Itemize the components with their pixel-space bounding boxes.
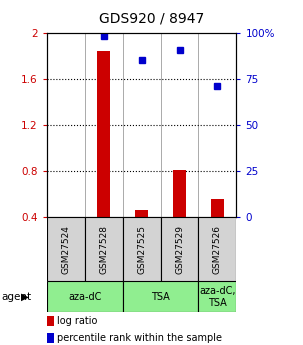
Bar [97,51,110,217]
Text: percentile rank within the sample: percentile rank within the sample [57,333,222,343]
Text: log ratio: log ratio [57,316,97,326]
Text: GSM27525: GSM27525 [137,225,146,274]
Bar [47,281,123,312]
Bar [211,199,224,217]
Text: aza-dC: aza-dC [68,292,102,302]
Bar [123,281,198,312]
Bar [161,217,198,281]
Text: GSM27524: GSM27524 [62,225,70,274]
Text: TSA: TSA [151,292,170,302]
Text: agent: agent [2,292,32,302]
Text: aza-dC,
TSA: aza-dC, TSA [199,286,236,307]
Bar [135,210,148,217]
Bar [198,281,236,312]
Bar [198,217,236,281]
Bar [123,217,161,281]
Bar [85,217,123,281]
Bar [173,170,186,217]
Text: GDS920 / 8947: GDS920 / 8947 [99,12,204,26]
Text: GSM27529: GSM27529 [175,225,184,274]
Bar [47,217,85,281]
Text: GSM27528: GSM27528 [99,225,108,274]
Text: GSM27526: GSM27526 [213,225,222,274]
Text: ▶: ▶ [21,292,28,302]
